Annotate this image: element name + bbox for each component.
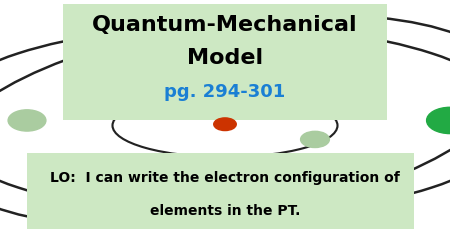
Text: pg. 294-301: pg. 294-301 xyxy=(164,83,286,101)
Text: elements in the PT.: elements in the PT. xyxy=(150,203,300,217)
Text: LO:  I can write the electron configuration of: LO: I can write the electron configurati… xyxy=(50,171,400,185)
FancyBboxPatch shape xyxy=(63,5,387,121)
Circle shape xyxy=(8,110,46,132)
Circle shape xyxy=(427,108,450,134)
Circle shape xyxy=(301,132,329,148)
Circle shape xyxy=(214,118,236,131)
Text: Quantum-Mechanical: Quantum-Mechanical xyxy=(92,15,358,35)
Text: Model: Model xyxy=(187,48,263,68)
FancyBboxPatch shape xyxy=(27,154,414,229)
